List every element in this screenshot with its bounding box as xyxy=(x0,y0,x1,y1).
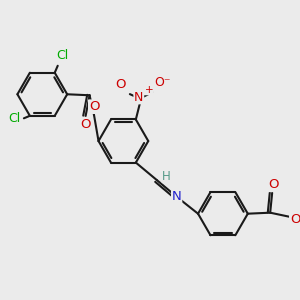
Text: O: O xyxy=(268,178,278,191)
Text: O⁻: O⁻ xyxy=(154,76,170,89)
Text: +: + xyxy=(145,85,153,94)
Text: N: N xyxy=(172,190,182,203)
Text: H: H xyxy=(162,169,171,182)
Text: O: O xyxy=(115,78,126,91)
Text: O: O xyxy=(290,213,300,226)
Text: O: O xyxy=(80,118,90,130)
Text: O: O xyxy=(89,100,99,113)
Text: Cl: Cl xyxy=(57,49,69,62)
Text: N: N xyxy=(134,91,143,103)
Text: Cl: Cl xyxy=(8,112,20,125)
